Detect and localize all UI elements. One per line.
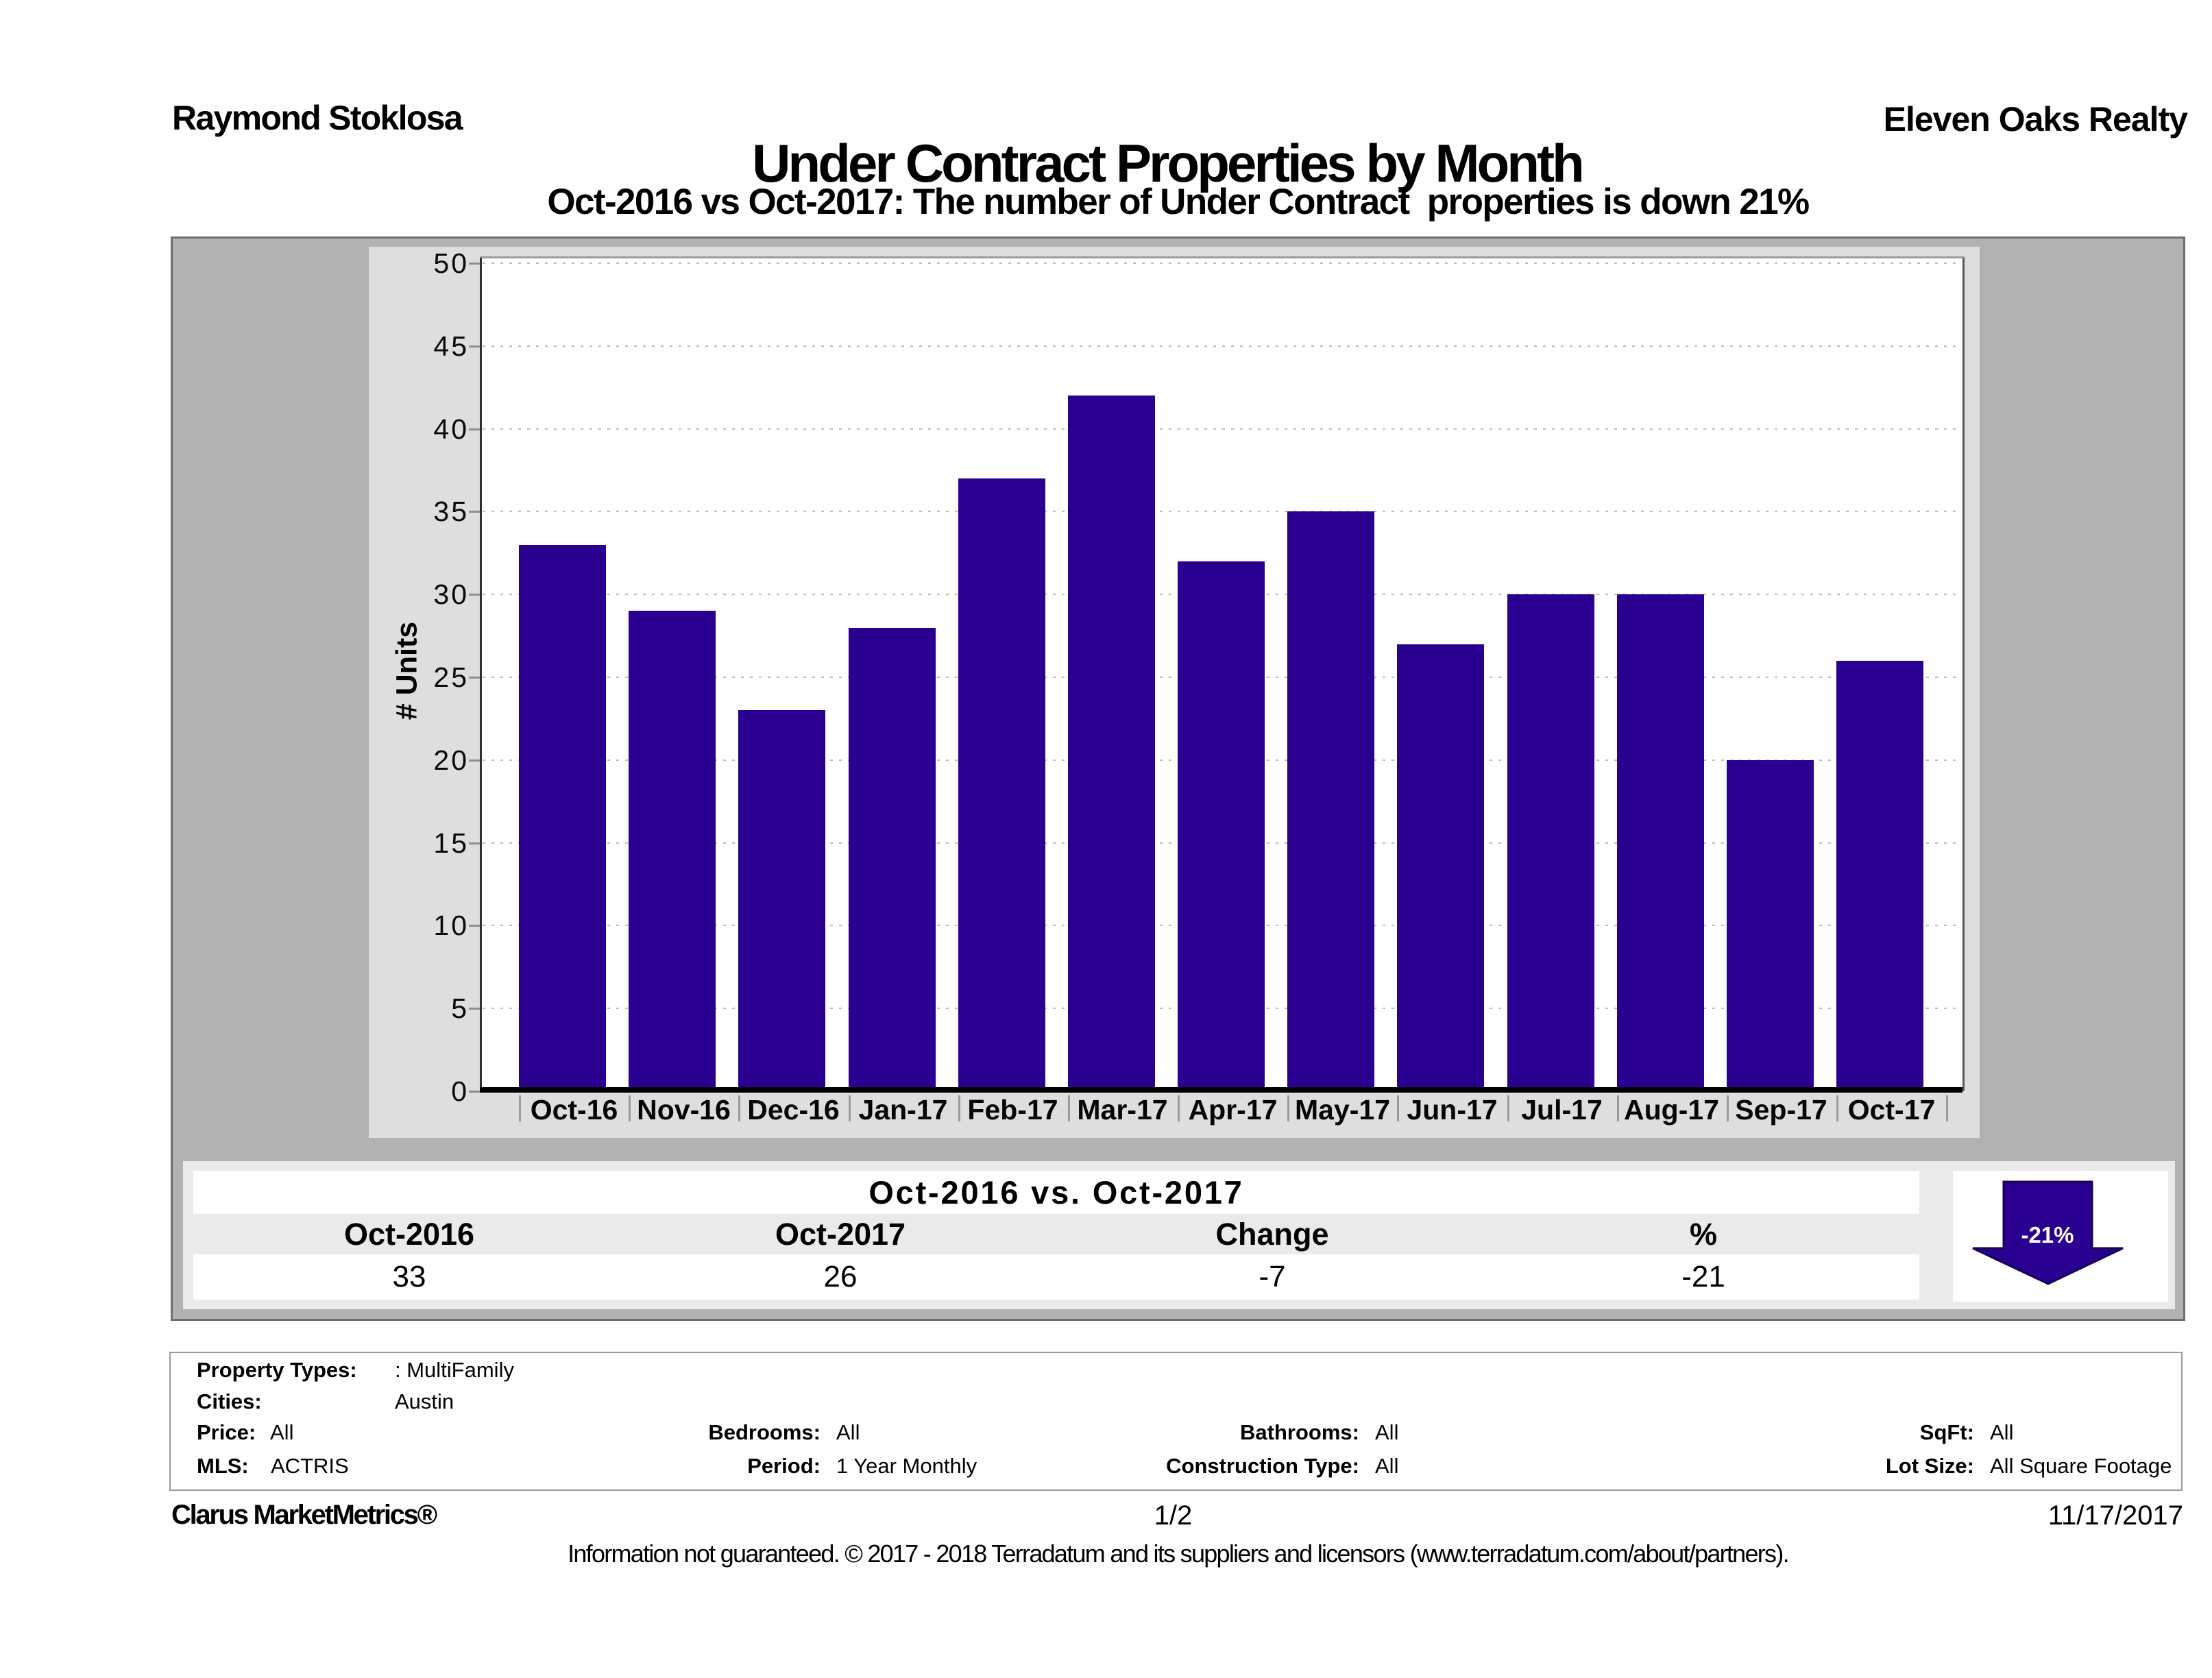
svg-text:-21%: -21% (2021, 1222, 2074, 1248)
